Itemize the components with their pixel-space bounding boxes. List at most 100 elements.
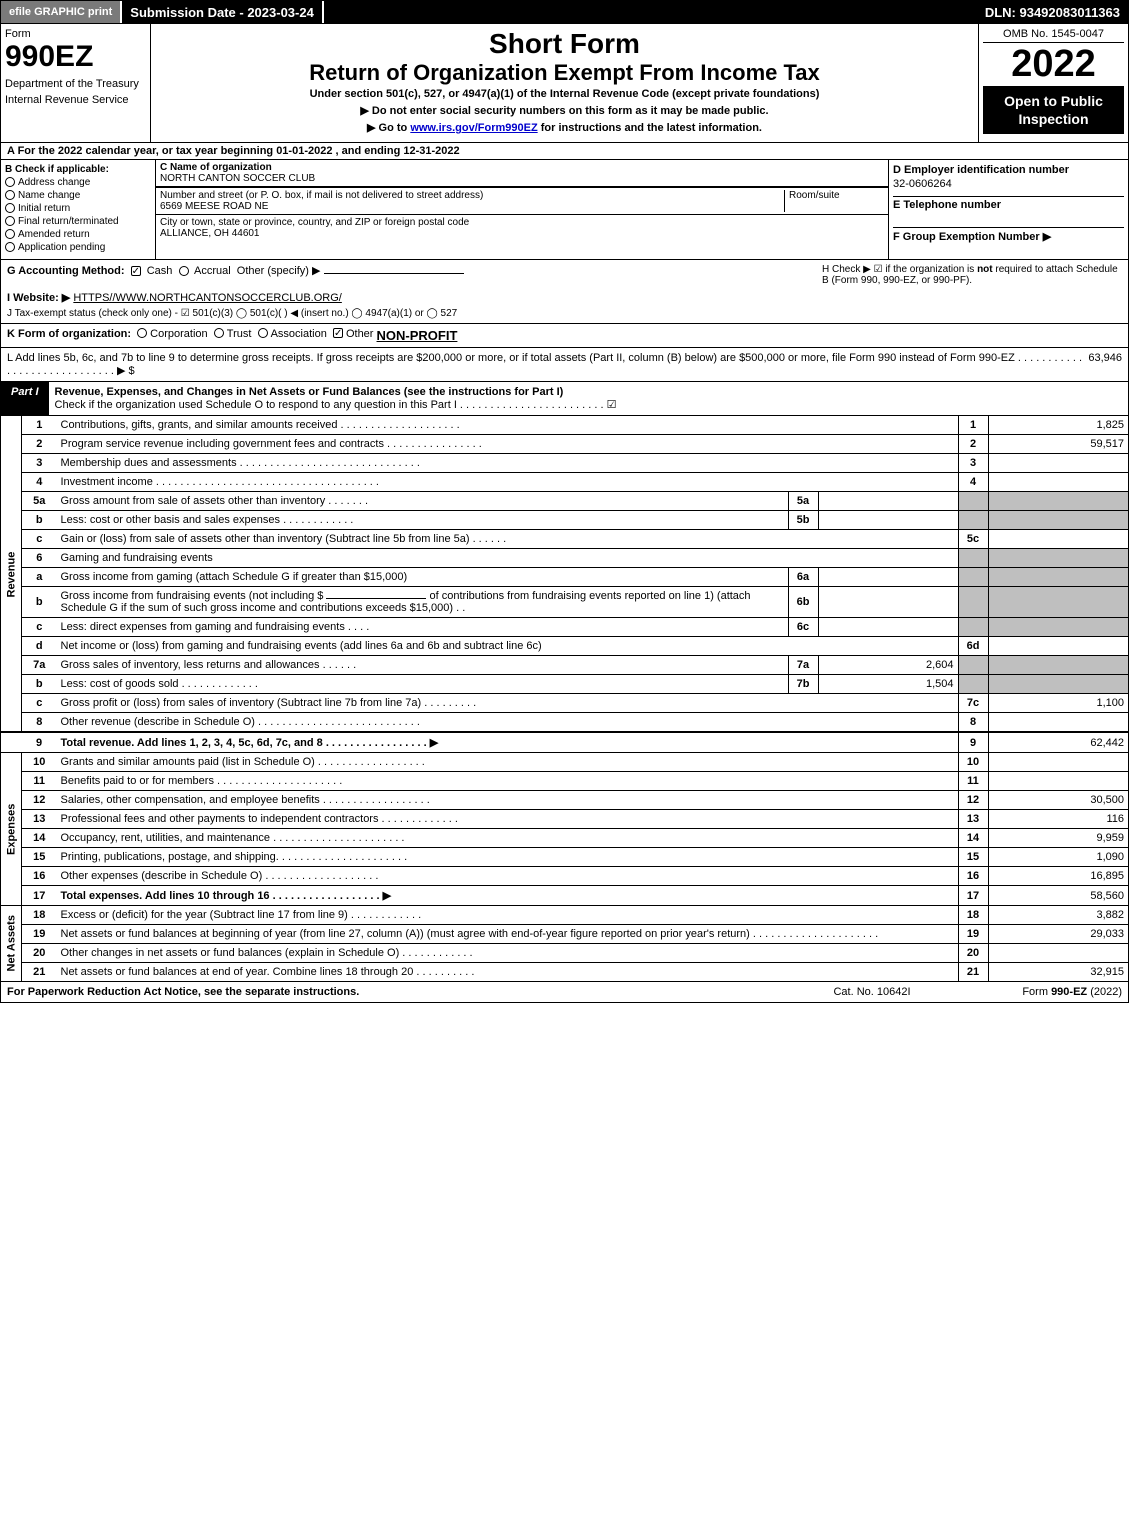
h-text1: H Check ▶ ☑ if the organization is xyxy=(822,264,977,275)
line-6a: a Gross income from gaming (attach Sched… xyxy=(1,568,1128,587)
chk-cash[interactable] xyxy=(131,266,141,276)
dept-treasury: Department of the Treasury xyxy=(5,74,146,90)
form-number: 990EZ xyxy=(5,40,146,74)
tax-year: 2022 xyxy=(983,43,1124,86)
section-b-title: B Check if applicable: xyxy=(5,164,151,175)
omb-number: OMB No. 1545-0047 xyxy=(983,28,1124,43)
org-city: ALLIANCE, OH 44601 xyxy=(160,228,884,239)
line-17: 17 Total expenses. Add lines 10 through … xyxy=(1,886,1128,906)
line-15: 15 Printing, publications, postage, and … xyxy=(1,848,1128,867)
info-row: B Check if applicable: Address change Na… xyxy=(1,159,1128,259)
line-7a: 7a Gross sales of inventory, less return… xyxy=(1,656,1128,675)
lines-table: Revenue 1 Contributions, gifts, grants, … xyxy=(1,415,1128,981)
org-name: NORTH CANTON SOCCER CLUB xyxy=(160,173,884,184)
line-16: 16 Other expenses (describe in Schedule … xyxy=(1,867,1128,886)
fundraising-amount-input[interactable] xyxy=(326,598,426,599)
part-i-header: Part I Revenue, Expenses, and Changes in… xyxy=(1,381,1128,415)
section-c: C Name of organization NORTH CANTON SOCC… xyxy=(156,160,888,259)
section-h: H Check ▶ ☑ if the organization is not r… xyxy=(822,264,1122,319)
submission-date: Submission Date - 2023-03-24 xyxy=(122,1,324,23)
header-right: OMB No. 1545-0047 2022 Open to Public In… xyxy=(978,24,1128,142)
line-3: 3 Membership dues and assessments . . . … xyxy=(1,454,1128,473)
title-sub: Under section 501(c), 527, or 4947(a)(1)… xyxy=(159,88,970,100)
chk-initial-return[interactable]: Initial return xyxy=(5,203,151,214)
line-8: 8 Other revenue (describe in Schedule O)… xyxy=(1,713,1128,733)
footer-right: Form 990-EZ (2022) xyxy=(972,986,1122,998)
line-6d: d Net income or (loss) from gaming and f… xyxy=(1,637,1128,656)
section-k: K Form of organization: Corporation Trus… xyxy=(1,323,1128,347)
netassets-label: Net Assets xyxy=(1,906,22,982)
g-label: G Accounting Method: xyxy=(7,265,125,277)
i-label: I Website: ▶ xyxy=(7,292,70,304)
efile-label[interactable]: efile GRAPHIC print xyxy=(1,1,122,23)
line-13: 13 Professional fees and other payments … xyxy=(1,810,1128,829)
line-5a: 5a Gross amount from sale of assets othe… xyxy=(1,492,1128,511)
line-5c: c Gain or (loss) from sale of assets oth… xyxy=(1,530,1128,549)
chk-trust[interactable] xyxy=(214,328,224,338)
section-a: A For the 2022 calendar year, or tax yea… xyxy=(1,142,1128,159)
chk-final-return[interactable]: Final return/terminated xyxy=(5,216,151,227)
header-left: Form 990EZ Department of the Treasury In… xyxy=(1,24,151,142)
room-label: Room/suite xyxy=(784,190,884,212)
chk-accrual[interactable] xyxy=(179,266,189,276)
section-l: L Add lines 5b, 6c, and 7b to line 9 to … xyxy=(1,347,1128,381)
footer: For Paperwork Reduction Act Notice, see … xyxy=(1,981,1128,1002)
section-j: J Tax-exempt status (check only one) - ☑… xyxy=(7,308,822,319)
open-public: Open to Public Inspection xyxy=(983,86,1124,134)
org-name-label: C Name of organization xyxy=(160,162,884,173)
revenue-label: Revenue xyxy=(1,416,22,733)
ein-label: D Employer identification number xyxy=(893,164,1124,176)
chk-name-change[interactable]: Name change xyxy=(5,190,151,201)
arrow-goto-prefix: ▶ Go to xyxy=(367,122,410,134)
section-b: B Check if applicable: Address change Na… xyxy=(1,160,156,259)
footer-left: For Paperwork Reduction Act Notice, see … xyxy=(7,986,772,998)
phone-label: E Telephone number xyxy=(893,196,1124,211)
footer-cat: Cat. No. 10642I xyxy=(772,986,972,998)
line-6: 6 Gaming and fundraising events xyxy=(1,549,1128,568)
website[interactable]: HTTPS//WWW.NORTHCANTONSOCCERCLUB.ORG/ xyxy=(73,292,342,304)
other-org-type: NON-PROFIT xyxy=(377,328,458,343)
line-6c: c Less: direct expenses from gaming and … xyxy=(1,618,1128,637)
line-12: 12 Salaries, other compensation, and emp… xyxy=(1,791,1128,810)
chk-amended-return[interactable]: Amended return xyxy=(5,229,151,240)
l-text: L Add lines 5b, 6c, and 7b to line 9 to … xyxy=(7,352,1085,377)
line-21: 21 Net assets or fund balances at end of… xyxy=(1,963,1128,982)
org-addr-box: Number and street (or P. O. box, if mail… xyxy=(156,187,888,215)
line-4: 4 Investment income . . . . . . . . . . … xyxy=(1,473,1128,492)
form-label: Form xyxy=(5,28,146,40)
line-7b: b Less: cost of goods sold . . . . . . .… xyxy=(1,675,1128,694)
line-19: 19 Net assets or fund balances at beginn… xyxy=(1,925,1128,944)
part-i-check: Check if the organization used Schedule … xyxy=(55,399,617,411)
top-bar: efile GRAPHIC print Submission Date - 20… xyxy=(1,1,1128,23)
org-addr-label: Number and street (or P. O. box, if mail… xyxy=(160,190,784,201)
ein: 32-0606264 xyxy=(893,176,1124,196)
line-10: Expenses 10 Grants and similar amounts p… xyxy=(1,753,1128,772)
part-i-title: Revenue, Expenses, and Changes in Net As… xyxy=(49,382,1128,415)
title-short: Short Form xyxy=(159,28,970,60)
dln: DLN: 93492083011363 xyxy=(977,1,1128,23)
line-14: 14 Occupancy, rent, utilities, and maint… xyxy=(1,829,1128,848)
chk-corporation[interactable] xyxy=(137,328,147,338)
irs-link[interactable]: www.irs.gov/Form990EZ xyxy=(410,122,537,134)
header-center: Short Form Return of Organization Exempt… xyxy=(151,24,978,142)
org-city-box: City or town, state or province, country… xyxy=(156,215,888,241)
line-6b: b Gross income from fundraising events (… xyxy=(1,587,1128,618)
org-city-label: City or town, state or province, country… xyxy=(160,217,884,228)
k-label: K Form of organization: xyxy=(7,328,131,343)
title-return: Return of Organization Exempt From Incom… xyxy=(159,60,970,86)
dept-irs: Internal Revenue Service xyxy=(5,90,146,106)
line-2: 2 Program service revenue including gove… xyxy=(1,435,1128,454)
chk-application-pending[interactable]: Application pending xyxy=(5,242,151,253)
chk-other[interactable] xyxy=(333,328,343,338)
section-g-h: G Accounting Method: Cash Accrual Other … xyxy=(1,259,1128,323)
line-18: Net Assets 18 Excess or (deficit) for th… xyxy=(1,906,1128,925)
section-def: D Employer identification number 32-0606… xyxy=(888,160,1128,259)
org-name-box: C Name of organization NORTH CANTON SOCC… xyxy=(156,160,888,187)
arrow-ssn: ▶ Do not enter social security numbers o… xyxy=(159,104,970,117)
chk-association[interactable] xyxy=(258,328,268,338)
arrow-goto: ▶ Go to www.irs.gov/Form990EZ for instru… xyxy=(159,121,970,134)
chk-address-change[interactable]: Address change xyxy=(5,177,151,188)
header-row: Form 990EZ Department of the Treasury In… xyxy=(1,23,1128,142)
other-specify-input[interactable] xyxy=(324,273,464,274)
form-container: efile GRAPHIC print Submission Date - 20… xyxy=(0,0,1129,1003)
